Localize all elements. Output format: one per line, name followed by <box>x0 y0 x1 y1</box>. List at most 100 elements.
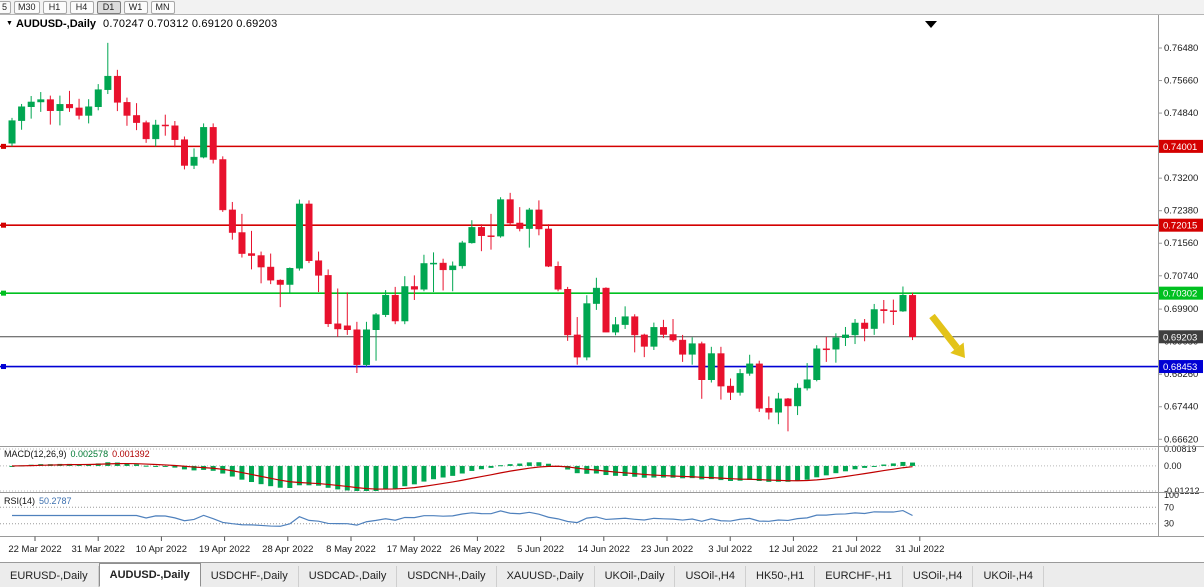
timeframe-button-5[interactable]: 5 <box>0 0 12 14</box>
candle <box>37 92 45 112</box>
hline-resistance-near[interactable] <box>0 290 1158 296</box>
macd-histogram-bar <box>622 465 628 476</box>
macd-histogram-bar <box>191 465 197 471</box>
timeframe-button-h1[interactable]: H1 <box>42 0 67 14</box>
tab-usdcad-daily[interactable]: USDCAD-,Daily <box>299 566 398 587</box>
hline-handle-icon[interactable] <box>1 222 6 228</box>
rsi-pane: 100 70 30 <box>0 490 1179 529</box>
macd-histogram-bar <box>814 465 820 478</box>
macd-histogram-bar <box>488 465 494 468</box>
hline-handle-icon[interactable] <box>1 290 6 296</box>
chart-area[interactable]: 0.76480 0.75660 0.74840 0.73200 0.72380 0.715… <box>0 15 1204 562</box>
hline-handle-icon[interactable] <box>1 143 6 149</box>
tab-usoil-h4[interactable]: USOil-,H4 <box>903 566 974 587</box>
hline-handle-icon[interactable] <box>1 364 6 370</box>
timeframe-button-d1[interactable]: D1 <box>96 0 121 14</box>
hline-resistance-lower[interactable] <box>0 222 1158 228</box>
tab-usoil-h4[interactable]: USOil-,H4 <box>675 566 746 587</box>
macd-histogram-bar <box>363 465 369 491</box>
macd-histogram-bar <box>344 465 350 491</box>
macd-histogram-bar <box>507 464 513 466</box>
candlestick-chart[interactable]: 0.76480 0.75660 0.74840 0.73200 0.72380 0.715… <box>0 15 1204 562</box>
macd-histogram-bar <box>459 465 465 474</box>
candle <box>487 213 495 250</box>
candle <box>822 336 830 362</box>
candle <box>774 392 782 425</box>
date-label: 17 May 2022 <box>387 544 442 555</box>
candle <box>794 383 802 416</box>
candle <box>190 148 198 170</box>
date-label: 28 Apr 2022 <box>262 544 313 555</box>
tab-xauusd-daily[interactable]: XAUUSD-,Daily <box>497 566 595 587</box>
candle <box>430 252 438 293</box>
tab-eurchf-h1[interactable]: EURCHF-,H1 <box>815 566 903 587</box>
price-scale-label: 0.74840 <box>1164 108 1198 119</box>
macd-histogram-bar <box>785 465 791 482</box>
macd-scale-label: 0.00 <box>1164 461 1182 471</box>
chart-symbol: AUDUSD-,Daily <box>15 18 97 30</box>
candle <box>592 277 600 310</box>
timeframe-button-h4[interactable]: H4 <box>69 0 94 14</box>
candle <box>554 261 562 292</box>
tab-usdchf-daily[interactable]: USDCHF-,Daily <box>201 566 299 587</box>
candle <box>784 398 792 432</box>
tab-eurusd-daily[interactable]: EURUSD-,Daily <box>0 566 99 587</box>
candle <box>727 378 735 400</box>
macd-histogram-bar <box>526 462 532 466</box>
macd-histogram-bar <box>871 465 877 467</box>
candle <box>363 321 371 367</box>
candle <box>324 269 332 327</box>
date-label: 21 Jul 2022 <box>832 544 881 555</box>
candle <box>803 363 811 391</box>
price-scale-label: 0.73200 <box>1164 173 1198 184</box>
date-axis[interactable]: 22 Mar 2022 31 Mar 2022 10 Apr 2022 19 Apr … <box>8 536 944 556</box>
tab-hk50-h1[interactable]: HK50-,H1 <box>746 566 816 587</box>
candle <box>209 123 217 164</box>
macd-histogram-bar <box>392 465 398 489</box>
macd-scale-label: 0.00819 <box>1164 444 1197 454</box>
date-label: 10 Apr 2022 <box>136 544 187 555</box>
macd-histogram-bar <box>162 465 168 467</box>
timeframe-button-m30[interactable]: M30 <box>14 0 40 14</box>
timeframe-button-mn[interactable]: MN <box>150 0 175 14</box>
candle <box>468 220 476 244</box>
candles-layer <box>8 42 917 432</box>
macd-histogram-bar <box>316 465 322 486</box>
macd-histogram-bar <box>440 465 446 478</box>
hline-support[interactable] <box>0 364 1158 370</box>
candle <box>228 201 236 240</box>
macd-histogram-bar <box>632 465 638 477</box>
tab-audusd-daily[interactable]: AUDUSD-,Daily <box>98 563 201 587</box>
date-label: 31 Jul 2022 <box>895 544 944 555</box>
price-scale[interactable]: 0.76480 0.75660 0.74840 0.73200 0.72380 0.715… <box>1158 43 1199 445</box>
tab-usdcnh-daily[interactable]: USDCNH-,Daily <box>397 566 497 587</box>
candle <box>46 95 54 125</box>
macd-histogram-bar <box>411 465 417 485</box>
tab-ukoil-h4[interactable]: UKOil-,H4 <box>973 566 1044 587</box>
candle <box>18 103 26 130</box>
macd-histogram-bar <box>728 465 733 481</box>
sell-arrow-annotation[interactable] <box>929 313 965 358</box>
price-badge-label: 0.68453 <box>1163 362 1197 373</box>
macd-histogram-bar <box>277 465 283 488</box>
price-badge-label: 0.74001 <box>1163 142 1197 153</box>
macd-histogram-bar <box>373 465 379 491</box>
hline-resistance-upper[interactable] <box>0 143 1158 149</box>
date-label: 12 Jul 2022 <box>769 544 818 555</box>
macd-histogram-bar <box>651 465 657 478</box>
candle <box>564 286 572 341</box>
candle <box>746 354 754 376</box>
tab-ukoil-daily[interactable]: UKOil-,Daily <box>595 566 676 587</box>
macd-histogram-bar <box>421 465 427 482</box>
candle <box>535 200 543 236</box>
timeframe-button-w1[interactable]: W1 <box>123 0 148 14</box>
candle <box>612 317 620 336</box>
macd-histogram-bar <box>641 465 647 478</box>
candle <box>113 69 121 112</box>
macd-histogram-bar <box>613 465 619 476</box>
price-badge-current-price: 0.69203 <box>1159 330 1203 344</box>
candle <box>640 333 648 358</box>
macd-histogram-bar <box>747 465 753 480</box>
macd-histogram-bar <box>670 465 676 478</box>
price-scale-label: 0.72380 <box>1164 206 1198 217</box>
